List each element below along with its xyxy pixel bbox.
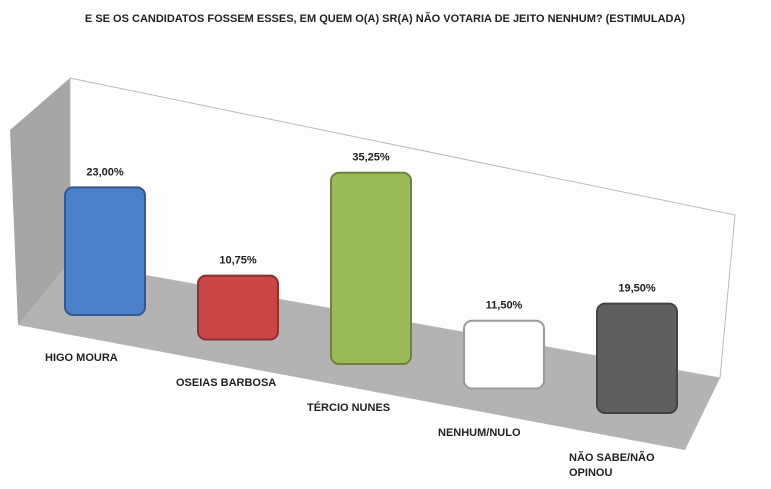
value-label: 10,75% xyxy=(219,255,257,267)
bar xyxy=(330,171,412,365)
bar xyxy=(197,274,279,341)
value-label: 23,00% xyxy=(86,166,124,178)
x-tick-label: TÉRCIO NUNES xyxy=(307,402,391,414)
x-tick-label: OSEIAS BARBOSA xyxy=(176,377,277,389)
x-tick-label: HIGO MOURA xyxy=(45,352,118,364)
x-tick-label: NÃO SABE/NÃO OPINOU xyxy=(569,452,655,479)
value-label: 19,50% xyxy=(618,283,656,295)
value-label: 35,25% xyxy=(352,152,390,164)
bar xyxy=(596,302,678,415)
bar xyxy=(64,186,146,316)
chart-title: E SE OS CANDIDATOS FOSSEM ESSES, EM QUEM… xyxy=(85,12,685,25)
value-label: 11,50% xyxy=(486,300,523,312)
side-wall xyxy=(10,78,70,325)
bar xyxy=(463,319,545,390)
x-tick-label: NENHUM/NULO xyxy=(438,427,521,439)
